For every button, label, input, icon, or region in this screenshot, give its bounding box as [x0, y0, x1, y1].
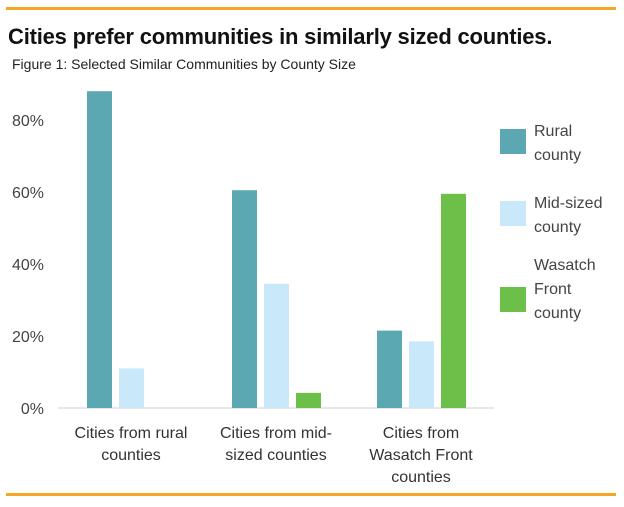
bar [441, 193, 466, 408]
legend-swatch [500, 201, 526, 226]
bar [409, 341, 434, 408]
legend-label: county [534, 219, 581, 236]
category-label: sized counties [225, 447, 326, 464]
bar [296, 392, 321, 408]
bar [264, 283, 289, 408]
legend-label: county [534, 147, 581, 164]
chart-subtitle: Figure 1: Selected Similar Communities b… [12, 56, 356, 72]
bottom-rule [6, 493, 616, 496]
legend-label: Wasatch [534, 257, 596, 274]
y-tick-label: 40% [12, 257, 44, 274]
legend-label: Front [534, 281, 572, 298]
legend-label: Rural [534, 123, 572, 140]
top-rule [6, 7, 616, 10]
y-tick-label: 0% [21, 401, 44, 418]
y-tick-label: 20% [12, 329, 44, 346]
y-tick-label: 80% [12, 113, 44, 130]
legend-label: Mid-sized [534, 195, 602, 212]
category-label: Cities from rural [75, 425, 188, 442]
y-tick-label: 60% [12, 185, 44, 202]
legend-swatch [500, 129, 526, 154]
bar [377, 330, 402, 408]
bar [232, 190, 257, 408]
category-label: counties [391, 469, 451, 486]
bar [87, 91, 112, 408]
legend-label: county [534, 305, 581, 322]
category-label: counties [101, 447, 161, 464]
category-label: Cities from [383, 425, 459, 442]
bar [119, 368, 144, 408]
legend-swatch [500, 287, 526, 312]
chart-title: Cities prefer communities in similarly s… [8, 24, 553, 49]
category-label: Wasatch Front [369, 447, 473, 464]
category-label: Cities from mid- [220, 425, 332, 442]
